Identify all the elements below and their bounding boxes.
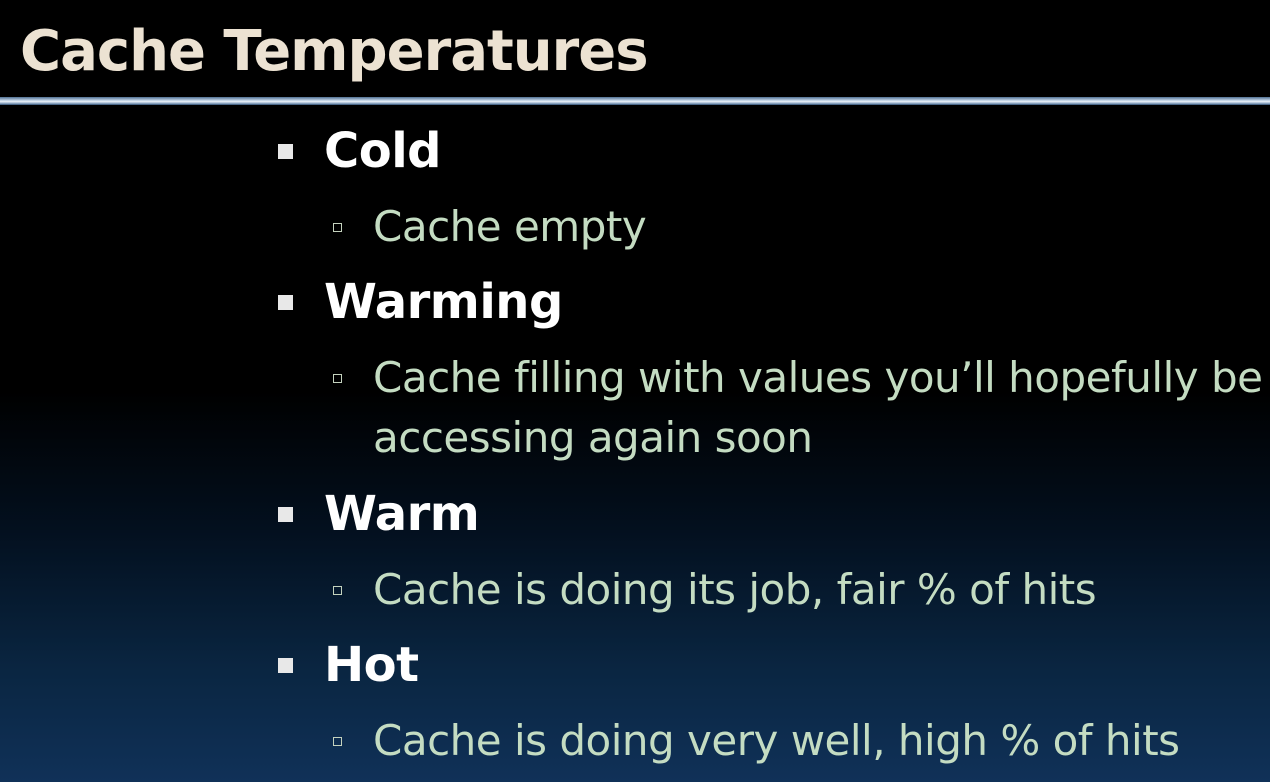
square-bullet-icon: [278, 658, 293, 673]
bullet-label: Warm: [324, 486, 480, 542]
sub-bullet-text: Cache filling with values you’ll hopeful…: [373, 353, 1263, 462]
bullet-label: Warming: [324, 274, 563, 330]
slide-title: Cache Temperatures: [20, 19, 649, 84]
bullet-label: Hot: [324, 637, 419, 693]
hollow-square-bullet-icon: [333, 374, 342, 383]
bullet-label: Cold: [324, 123, 442, 179]
sub-bullet-text: Cache is doing very well, high % of hits: [373, 716, 1180, 765]
hollow-square-bullet-icon: [333, 737, 342, 746]
hollow-square-bullet-icon: [333, 223, 342, 232]
sub-bullet-text: Cache is doing its job, fair % of hits: [373, 565, 1097, 614]
square-bullet-icon: [278, 295, 293, 310]
title-divider: [0, 97, 1270, 105]
hollow-square-bullet-icon: [333, 586, 342, 595]
sub-bullet-text: Cache empty: [373, 202, 647, 251]
square-bullet-icon: [278, 144, 293, 159]
square-bullet-icon: [278, 507, 293, 522]
